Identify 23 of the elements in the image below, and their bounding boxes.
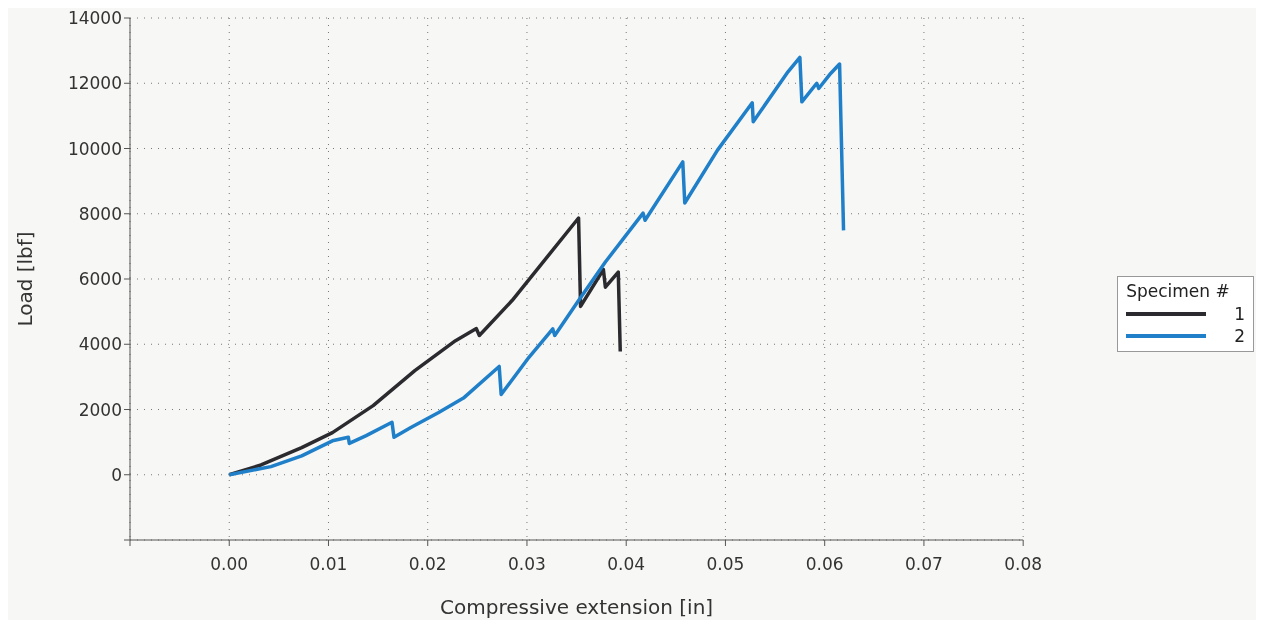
y-tick-label: 8000 <box>78 203 122 224</box>
y-tick-label: 6000 <box>78 269 122 290</box>
y-axis-title: Load [lbf] <box>13 231 37 327</box>
y-tick-label: 0 <box>111 464 122 485</box>
x-tick-label: 0.05 <box>706 554 745 575</box>
legend-label: 2 <box>1234 326 1245 346</box>
y-tick-label: 10000 <box>67 138 122 159</box>
x-tick-label: 0.06 <box>805 554 844 575</box>
legend-label: 1 <box>1234 304 1245 324</box>
x-tick-label: 0.02 <box>408 554 447 575</box>
x-tick-label: 0.03 <box>508 554 546 575</box>
x-tick-label: 0.08 <box>1004 554 1043 575</box>
x-tick-label: 0.00 <box>210 554 249 575</box>
x-axis-title: Compressive extension [in] <box>440 595 714 619</box>
legend-title: Specimen # <box>1126 281 1231 301</box>
y-tick-label: 14000 <box>67 8 122 29</box>
x-tick-label: 0.01 <box>309 554 348 575</box>
y-tick-label: 2000 <box>78 399 122 420</box>
x-tick-label: 0.07 <box>905 554 943 575</box>
x-tick-label: 0.04 <box>607 554 646 575</box>
line-series <box>227 55 846 477</box>
y-tick-label: 4000 <box>78 334 122 355</box>
y-tick-label: 12000 <box>67 73 122 94</box>
